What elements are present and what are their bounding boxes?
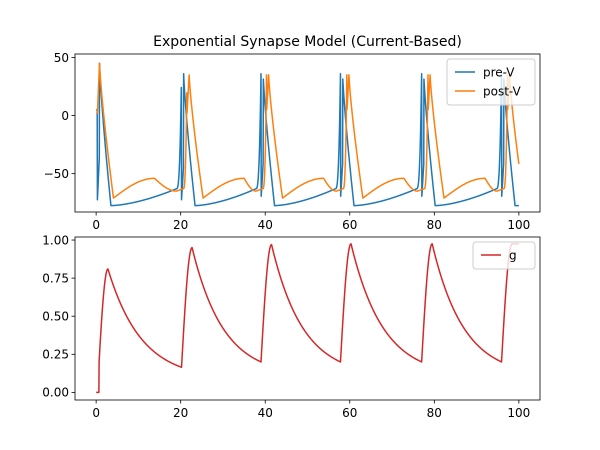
legend-label: post-V — [483, 84, 522, 98]
bottom-axis-ticks: 0 20 40 60 80 100 0.00 0.25 0.50 0.75 1.00 — [42, 233, 530, 420]
series-line-post-v — [95, 62, 520, 199]
legend-label: g — [509, 248, 517, 262]
y-tick-label: 0.75 — [42, 271, 69, 285]
x-tick-label: 20 — [173, 218, 188, 232]
x-tick-label: 60 — [342, 218, 357, 232]
x-tick-label: 100 — [507, 218, 530, 232]
top-axis-ticks: 0 20 40 60 80 100 50 0 −50 — [44, 51, 531, 232]
legend-box — [472, 241, 536, 270]
y-tick-label: 0 — [61, 109, 69, 123]
y-tick-label: 50 — [54, 51, 69, 65]
series-line-pre-v — [95, 62, 520, 207]
bottom-plot-area — [95, 243, 520, 394]
series-line-g — [95, 243, 520, 394]
y-tick-label: 0.25 — [42, 348, 69, 362]
y-tick-label: −50 — [44, 167, 69, 181]
bottom-legend: g — [472, 241, 536, 270]
y-tick-label: 0.00 — [42, 386, 69, 400]
x-tick-label: 80 — [427, 218, 442, 232]
x-tick-label: 40 — [258, 406, 273, 420]
legend-box — [446, 58, 536, 106]
x-tick-label: 100 — [507, 406, 530, 420]
legend-label: pre-V — [483, 65, 515, 79]
top-axes: Exponential Synapse Model (Current-Based… — [44, 34, 541, 232]
x-tick-label: 0 — [92, 218, 100, 232]
y-tick-label: 0.50 — [42, 310, 69, 324]
bottom-axes-frame — [74, 236, 541, 401]
y-tick-label: 1.00 — [42, 233, 69, 247]
top-legend: pre-V post-V — [446, 58, 536, 106]
top-chart-title: Exponential Synapse Model (Current-Based… — [153, 34, 462, 50]
x-tick-label: 20 — [173, 406, 188, 420]
top-plot-area — [95, 62, 520, 207]
x-tick-label: 40 — [258, 218, 273, 232]
top-axes-frame — [74, 53, 541, 213]
x-tick-label: 80 — [427, 406, 442, 420]
bottom-axes: 0 20 40 60 80 100 0.00 0.25 0.50 0.75 1.00 g — [42, 233, 541, 420]
x-tick-label: 0 — [92, 406, 100, 420]
x-tick-label: 60 — [342, 406, 357, 420]
